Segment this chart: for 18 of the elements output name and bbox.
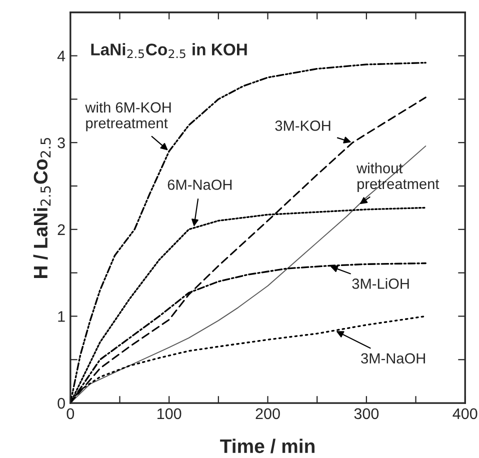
y-axis-title: H / LaNi$_{2.5}$Co$_{2.5}$: [33, 138, 51, 278]
y-tick-label: 4: [57, 50, 66, 62]
y-tick-label: 1: [58, 311, 65, 322]
x-tick-label: 200: [256, 408, 280, 420]
x-tick-label: 100: [158, 408, 182, 420]
series-label: 3M-KOH: [275, 120, 330, 131]
x-axis-title: Time / min: [220, 438, 314, 454]
y-tick-label: 0: [58, 398, 65, 409]
y-tick-label: 3: [58, 137, 65, 148]
series-label: 3M-NaOH: [361, 353, 425, 364]
x-tick-label: 0: [66, 408, 74, 420]
series-label: 6M-NaOH: [168, 180, 232, 190]
text: LaNi$_{2.5}$Co$_{2.5}$ in KOH: [91, 43, 247, 58]
series-label: 3M-LiOH: [352, 278, 409, 289]
y-tick-label: 2: [58, 224, 65, 235]
series-label: with 6M-KOH pretreatment: [85, 102, 171, 132]
x-tick-label: 300: [354, 408, 379, 420]
x-tick-label: 400: [452, 408, 478, 420]
